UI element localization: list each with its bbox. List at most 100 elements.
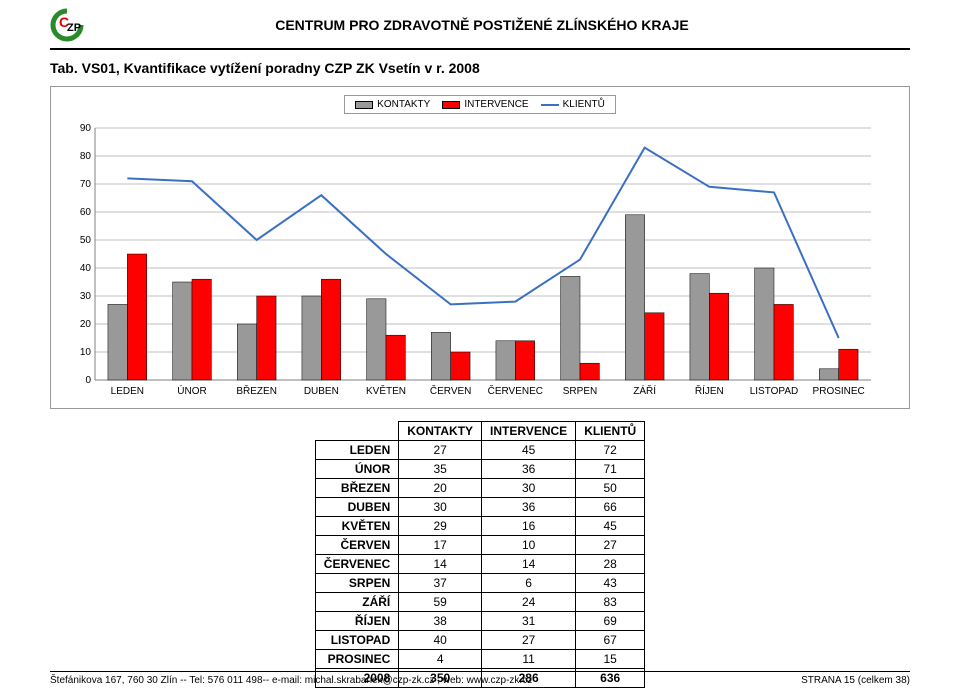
- legend-swatch: [442, 101, 460, 109]
- page-footer: Štefánikova 167, 760 30 Zlín -- Tel: 576…: [50, 671, 910, 686]
- table-cell: 16: [482, 517, 576, 536]
- table-cell: 17: [399, 536, 482, 555]
- row-label: LISTOPAD: [315, 631, 398, 650]
- svg-text:ZP: ZP: [67, 22, 81, 34]
- legend-swatch: [541, 104, 559, 106]
- table-cell: 6: [482, 574, 576, 593]
- table-row: ÚNOR353671: [315, 460, 644, 479]
- svg-text:90: 90: [80, 123, 92, 134]
- table-header: KLIENTŮ: [576, 422, 645, 441]
- table-cell: 45: [482, 441, 576, 460]
- svg-text:10: 10: [80, 347, 92, 358]
- table-row: PROSINEC41115: [315, 650, 644, 669]
- table-cell: 14: [399, 555, 482, 574]
- svg-text:BŘEZEN: BŘEZEN: [236, 384, 277, 397]
- table-cell: 37: [399, 574, 482, 593]
- svg-text:DUBEN: DUBEN: [304, 386, 339, 397]
- legend-label: INTERVENCE: [464, 99, 528, 110]
- svg-text:70: 70: [80, 179, 92, 190]
- table-cell: 43: [576, 574, 645, 593]
- row-label: SRPEN: [315, 574, 398, 593]
- chart-svg: 0102030405060708090LEDENÚNORBŘEZENDUBENK…: [61, 122, 881, 402]
- table-cell: 30: [399, 498, 482, 517]
- svg-text:60: 60: [80, 207, 92, 218]
- svg-text:SRPEN: SRPEN: [563, 386, 597, 397]
- row-label: DUBEN: [315, 498, 398, 517]
- legend-label: KONTAKTY: [377, 99, 430, 110]
- table-header: INTERVENCE: [482, 422, 576, 441]
- svg-text:50: 50: [80, 235, 92, 246]
- data-table: KONTAKTYINTERVENCEKLIENTŮ LEDEN274572ÚNO…: [315, 421, 645, 688]
- svg-text:20: 20: [80, 319, 92, 330]
- table-cell: 59: [399, 593, 482, 612]
- table-row: ŘÍJEN383169: [315, 612, 644, 631]
- chart-container: KONTAKTY INTERVENCE KLIENTŮ 0 10 20 30 40 50 60 7…: [50, 86, 910, 409]
- row-label: LEDEN: [315, 441, 398, 460]
- table-cell: 71: [576, 460, 645, 479]
- table-cell: 28: [576, 555, 645, 574]
- table-row: KVĚTEN291645: [315, 517, 644, 536]
- table-cell: 40: [399, 631, 482, 650]
- row-label: ČERVEN: [315, 536, 398, 555]
- svg-text:ČERVENEC: ČERVENEC: [488, 384, 543, 397]
- table-cell: 29: [399, 517, 482, 536]
- svg-text:40: 40: [80, 263, 92, 274]
- table-cell: 83: [576, 593, 645, 612]
- svg-text:PROSINEC: PROSINEC: [813, 386, 865, 397]
- row-label: PROSINEC: [315, 650, 398, 669]
- table-cell: 24: [482, 593, 576, 612]
- logo: C ZP: [50, 8, 84, 42]
- legend-item: KONTAKTY: [355, 99, 430, 110]
- table-row: ČERVEN171027: [315, 536, 644, 555]
- table-cell: 31: [482, 612, 576, 631]
- table-row: SRPEN37643: [315, 574, 644, 593]
- table-cell: 10: [482, 536, 576, 555]
- table-row: LEDEN274572: [315, 441, 644, 460]
- page-header: C ZP CENTRUM PRO ZDRAVOTNĚ POSTIŽENÉ ZLÍ…: [0, 0, 960, 46]
- table-cell: 36: [482, 460, 576, 479]
- table-header: KONTAKTY: [399, 422, 482, 441]
- header-rule: [50, 48, 910, 50]
- row-label: ŘÍJEN: [315, 612, 398, 631]
- table-cell: 14: [482, 555, 576, 574]
- svg-text:LISTOPAD: LISTOPAD: [750, 386, 799, 397]
- table-cell: 66: [576, 498, 645, 517]
- logo-icon: C ZP: [50, 8, 84, 42]
- svg-text:30: 30: [80, 291, 92, 302]
- svg-text:ČERVEN: ČERVEN: [430, 384, 472, 397]
- svg-text:80: 80: [80, 151, 92, 162]
- table-cell: 11: [482, 650, 576, 669]
- table-cell: 35: [399, 460, 482, 479]
- table-cell: 38: [399, 612, 482, 631]
- row-label: ZÁŘÍ: [315, 593, 398, 612]
- footer-left: Štefánikova 167, 760 30 Zlín -- Tel: 576…: [50, 675, 532, 686]
- page-title: Tab. VS01, Kvantifikace vytížení poradny…: [50, 60, 910, 76]
- table-cell: 27: [399, 441, 482, 460]
- header-title: CENTRUM PRO ZDRAVOTNĚ POSTIŽENÉ ZLÍNSKÉH…: [114, 17, 910, 33]
- table-cell: 30: [482, 479, 576, 498]
- table-cell: 4: [399, 650, 482, 669]
- legend-item: INTERVENCE: [442, 99, 528, 110]
- table-cell: 72: [576, 441, 645, 460]
- legend-item: KLIENTŮ: [541, 99, 605, 110]
- svg-text:ZÁŘÍ: ZÁŘÍ: [633, 384, 656, 397]
- table-cell: 69: [576, 612, 645, 631]
- table-row: BŘEZEN203050: [315, 479, 644, 498]
- row-label: ČERVENEC: [315, 555, 398, 574]
- svg-text:ŘÍJEN: ŘÍJEN: [695, 384, 724, 397]
- table-row: DUBEN303666: [315, 498, 644, 517]
- table-row: ČERVENEC141428: [315, 555, 644, 574]
- table-cell: 67: [576, 631, 645, 650]
- row-label: ÚNOR: [315, 460, 398, 479]
- svg-text:ÚNOR: ÚNOR: [177, 384, 206, 397]
- row-label: BŘEZEN: [315, 479, 398, 498]
- chart-legend: KONTAKTY INTERVENCE KLIENTŮ: [344, 95, 616, 114]
- table-cell: 36: [482, 498, 576, 517]
- footer-right: STRANA 15 (celkem 38): [801, 675, 910, 686]
- row-label: KVĚTEN: [315, 517, 398, 536]
- svg-text:0: 0: [85, 375, 91, 386]
- table-cell: 15: [576, 650, 645, 669]
- table-cell: 27: [576, 536, 645, 555]
- table-cell: 27: [482, 631, 576, 650]
- table-cell: 50: [576, 479, 645, 498]
